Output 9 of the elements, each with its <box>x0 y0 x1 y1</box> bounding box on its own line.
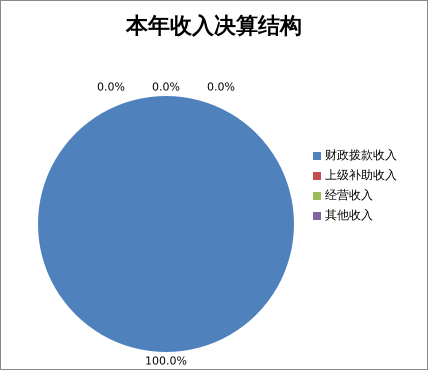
data-label: 100.0% <box>145 354 187 368</box>
legend-label: 其他收入 <box>325 208 373 222</box>
text: 0.0% <box>97 80 125 94</box>
text: 0.0% <box>207 80 235 94</box>
text: 0.0% <box>152 80 180 94</box>
legend-label: 经营收入 <box>325 188 373 202</box>
chart-title: 本年收入决算结构 <box>124 13 303 41</box>
legend-label: 上级补助收入 <box>325 168 397 182</box>
legend-label: 财政拨款收入 <box>325 148 397 162</box>
